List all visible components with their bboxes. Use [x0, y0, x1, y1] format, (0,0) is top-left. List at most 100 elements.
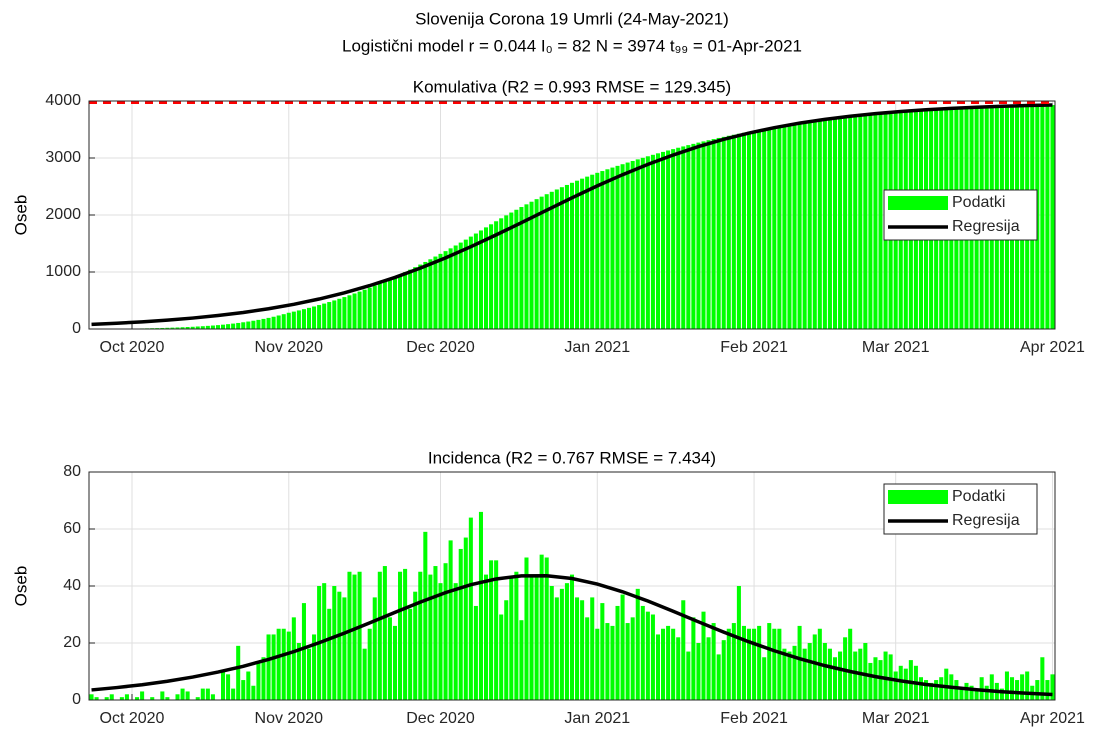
bar [569, 574, 575, 700]
bar [377, 283, 382, 329]
bar [140, 691, 145, 700]
bar [731, 623, 736, 700]
bar [1015, 680, 1020, 700]
bar [529, 577, 534, 700]
bar [494, 221, 499, 329]
bar [772, 628, 777, 700]
bar [807, 643, 812, 700]
bar [924, 680, 929, 700]
bar [327, 608, 332, 700]
bar [185, 327, 190, 329]
legend-label: Regresija [952, 512, 1020, 529]
bar [696, 142, 701, 329]
bar [534, 199, 539, 329]
y-tick-label: 0 [72, 320, 81, 337]
bar [352, 293, 357, 329]
bar [752, 628, 757, 700]
bar [291, 311, 296, 329]
bar [939, 677, 944, 700]
bar [878, 114, 883, 329]
bar [929, 682, 934, 700]
bar [170, 327, 175, 329]
bar [1004, 671, 1009, 700]
bar [286, 312, 291, 329]
bar [256, 319, 261, 329]
bar [322, 303, 327, 329]
bar [413, 267, 418, 329]
bar [306, 648, 312, 700]
bar [575, 180, 580, 329]
bar [382, 281, 387, 329]
bar [281, 314, 286, 329]
bar [666, 625, 671, 700]
bar [286, 631, 291, 700]
bar [959, 688, 964, 700]
bar [686, 145, 691, 329]
bar [858, 116, 863, 330]
bar [180, 327, 185, 329]
bar [514, 571, 519, 700]
x-tick-label: Nov 2020 [255, 710, 324, 727]
bar [332, 586, 337, 700]
bar [706, 140, 711, 329]
x-tick-label: Nov 2020 [255, 339, 324, 356]
bar [838, 118, 843, 329]
bar [600, 171, 605, 329]
bar [241, 322, 246, 329]
legend-label: Regresija [952, 218, 1020, 235]
bar [418, 571, 423, 700]
regression-line [91, 103, 1053, 327]
bar [797, 625, 802, 700]
bar [392, 625, 398, 700]
bar [160, 691, 165, 700]
x-tick-label: Jan 2021 [564, 339, 630, 356]
bar [843, 118, 848, 329]
bar [357, 291, 362, 329]
bar [519, 620, 524, 700]
bar [327, 302, 332, 329]
bar [276, 315, 281, 329]
x-tick-label: Feb 2021 [720, 339, 788, 356]
bar [792, 124, 797, 329]
bar [595, 628, 600, 700]
bar [539, 196, 544, 329]
x-tick-label: Feb 2021 [720, 710, 788, 727]
bar [357, 571, 362, 700]
bar [903, 668, 908, 700]
bar [504, 215, 509, 329]
bar [716, 654, 721, 700]
regression-line [91, 573, 1053, 697]
x-tick-label: Mar 2021 [862, 710, 930, 727]
bar [554, 597, 559, 700]
y-tick-label: 60 [63, 520, 81, 537]
bar [686, 651, 691, 700]
bar [200, 326, 205, 329]
bar [595, 172, 600, 329]
bar [499, 614, 504, 700]
bar [1050, 105, 1055, 329]
bar [802, 648, 807, 700]
bar [175, 327, 180, 329]
bar [251, 685, 256, 700]
bar [969, 685, 974, 700]
bar [438, 253, 443, 329]
bar [883, 651, 888, 700]
bar [984, 685, 989, 700]
chart-title: Komulativa (R2 = 0.993 RMSE = 129.345) [413, 77, 731, 96]
bar [509, 212, 514, 329]
bar [428, 574, 433, 700]
legend-label: Podatki [952, 194, 1005, 211]
bar [337, 298, 342, 329]
bar [600, 603, 605, 700]
bar [215, 325, 220, 329]
bar [443, 563, 448, 700]
bar [342, 297, 347, 329]
figure-subtitle: Logistični model r = 0.044 I₀ = 82 N = 3… [342, 36, 802, 55]
bar [256, 662, 261, 700]
bar [468, 517, 473, 700]
bar [549, 191, 554, 329]
bar [1009, 677, 1015, 700]
bar [635, 159, 640, 329]
bar [559, 187, 564, 329]
bar [1050, 674, 1055, 700]
